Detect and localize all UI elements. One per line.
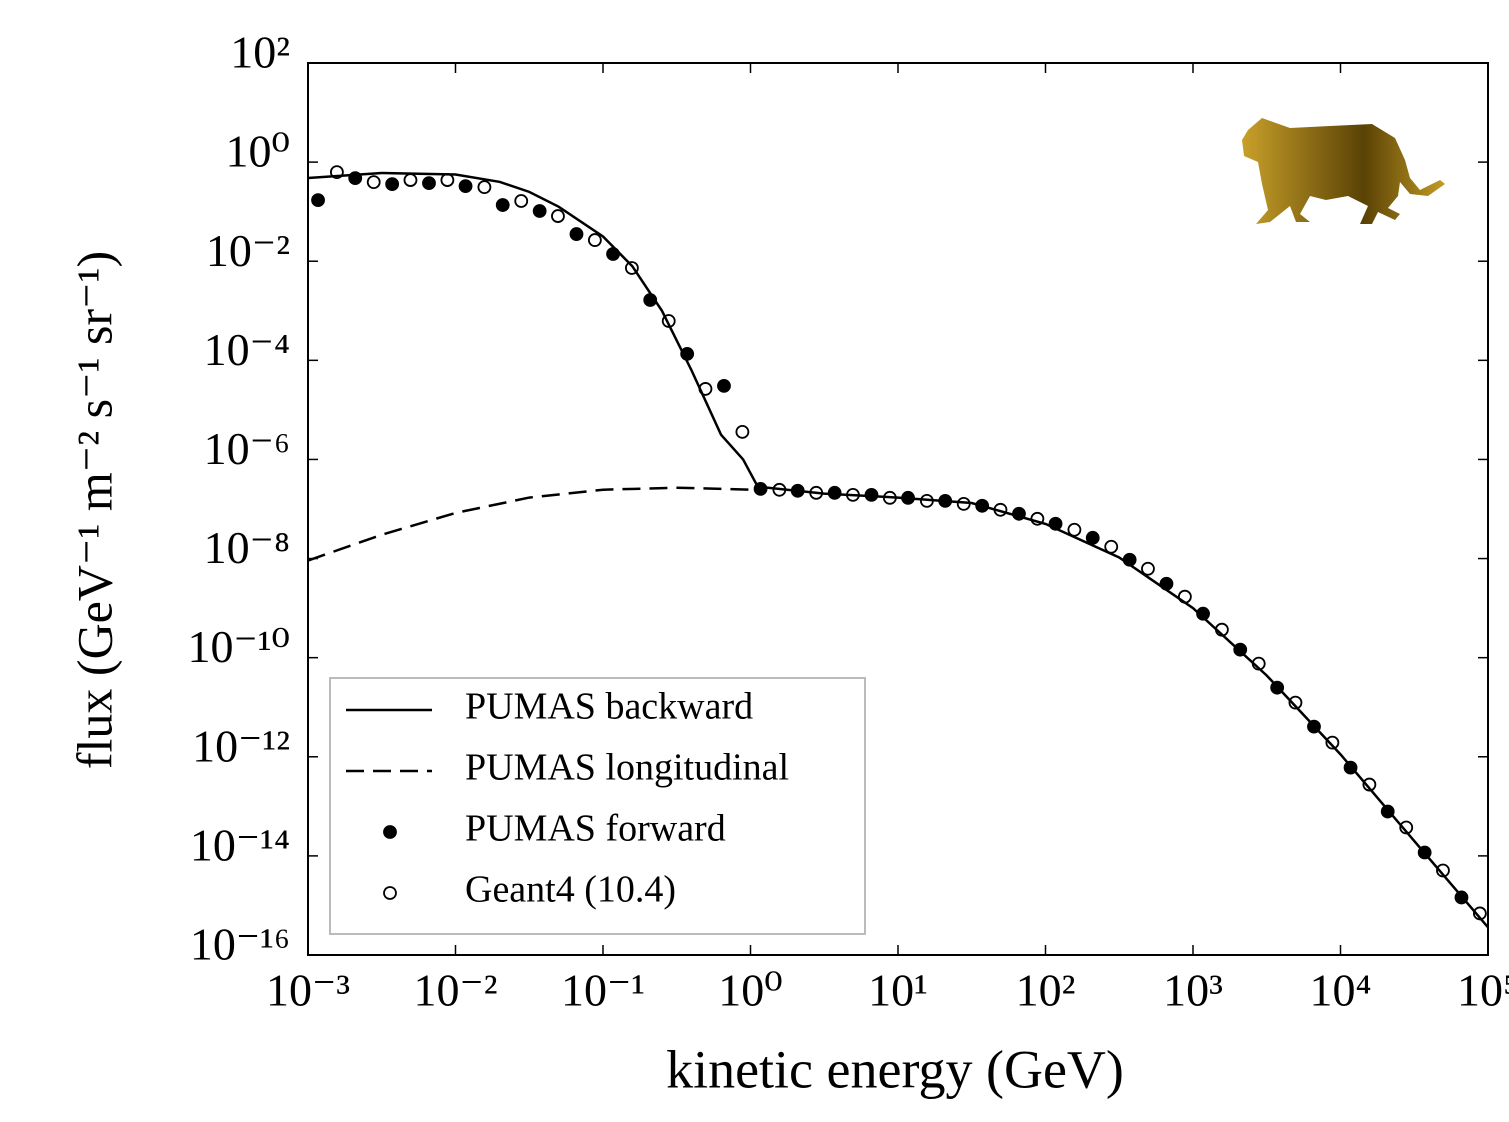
logo [1242,118,1445,224]
x-axis-label: kinetic energy (GeV) [666,1039,1124,1099]
data-point [329,165,344,180]
legend-symbol [383,825,397,839]
data-point [1048,516,1063,531]
data-point [366,175,381,190]
y-tick-label: 10⁻⁴ [204,324,290,375]
data-point [1251,656,1266,671]
data-point [698,382,713,396]
data-point [1196,606,1210,621]
data-point [827,485,842,500]
data-point [624,261,639,275]
data-point [643,293,658,307]
data-point [1012,506,1026,521]
legend-symbol [383,886,397,900]
plot-area [308,165,1488,929]
data-point [717,378,731,393]
data-point [661,314,676,328]
data-point [1454,890,1469,905]
legend-label: PUMAS longitudinal [465,747,789,789]
data-point [422,176,436,191]
data-point [1122,552,1137,567]
y-tick-label: 10⁻⁶ [204,423,290,474]
data-point [901,490,915,505]
y-tick-label: 10⁻² [206,225,290,276]
data-point [1067,522,1082,537]
data-point [1141,561,1155,576]
legend-label: PUMAS forward [465,808,726,850]
y-axis-label: flux (GeV⁻¹ m⁻² s⁻¹ sr⁻¹) [66,251,122,769]
data-point [753,481,768,496]
y-tick-label: 10⁻¹⁰ [187,621,290,672]
data-point [551,209,565,223]
x-tick-label: 10³ [1163,965,1223,1016]
data-point [1288,695,1303,710]
data-point [440,173,455,187]
data-point [1343,760,1358,775]
data-point [919,493,934,508]
data-point [1085,530,1100,545]
data-point [587,233,602,247]
data-point [606,247,620,261]
data-point [1417,845,1432,860]
data-point [1104,539,1119,554]
data-point [1325,735,1340,750]
data-point [1380,804,1395,819]
data-point [975,498,990,513]
data-point [809,485,824,500]
y-tick-label: 10⁻¹⁶ [190,919,290,970]
data-point [790,483,805,498]
data-point [993,502,1008,517]
data-point [311,193,325,208]
data-point [1233,642,1248,657]
y-tick-label: 10⁻⁸ [204,522,290,573]
data-point [1177,589,1192,604]
data-point [956,496,971,511]
legend-box [329,677,866,935]
data-point [477,180,492,195]
x-tick-label: 10¹ [868,965,928,1016]
legend-label: PUMAS backward [465,686,753,728]
data-point [846,487,860,502]
x-tick-label: 10⁻² [413,965,497,1016]
data-point [1159,576,1174,591]
data-point [882,490,897,505]
data-point [1270,680,1285,695]
series-line [308,486,758,562]
x-tick-label: 10² [1016,965,1076,1016]
x-tick-label: 10⁻¹ [561,965,645,1016]
data-point [772,482,787,497]
y-tick-label: 10⁰ [226,126,290,177]
data-point [680,346,695,361]
data-point [403,173,418,187]
data-point [458,179,473,194]
data-point [1030,511,1045,526]
legend-label: Geant4 (10.4) [465,869,676,911]
y-tick-label: 10⁻¹⁴ [190,819,290,870]
data-point [1214,622,1229,637]
data-point [348,171,363,186]
data-point [1362,777,1377,792]
data-point [1307,719,1321,734]
data-point [735,424,750,439]
legend: PUMAS backward PUMAS longitudinal PUMAS fo… [329,677,866,935]
data-point [1472,906,1487,921]
x-tick-label: 10⁰ [718,965,782,1016]
x-tick-label: 10⁵ [1457,965,1509,1016]
data-point [938,493,953,508]
data-point [532,204,547,218]
x-tick-label: 10⁻³ [266,965,350,1016]
y-tick-label: 10² [230,27,290,78]
data-point [1399,820,1414,835]
data-point [864,487,879,502]
y-tick-label: 10⁻¹² [192,720,290,771]
data-point [495,198,510,212]
data-point [1436,863,1450,878]
data-point [569,227,584,241]
data-point [514,194,529,208]
x-tick-label: 10⁴ [1309,965,1371,1016]
series-line [308,171,1488,929]
data-point [385,177,400,191]
